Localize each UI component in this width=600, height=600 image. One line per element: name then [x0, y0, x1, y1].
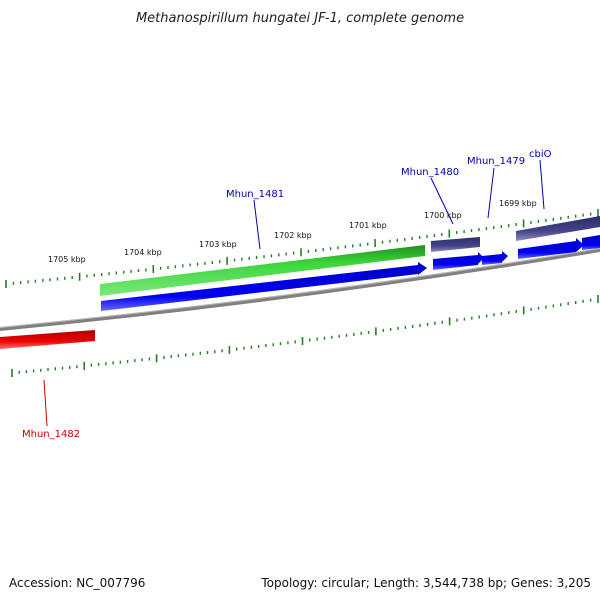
gene-label-mhun-1481[interactable]: Mhun_1481: [226, 189, 284, 200]
gene-feature-cbio[interactable]: [516, 216, 600, 241]
callout-line-cbio: [539, 159, 545, 210]
tick-label-1701: 1701 kbp: [349, 221, 387, 230]
tick-label-1705: 1705 kbp: [48, 255, 86, 264]
tick-label-1699: 1699 kbp: [499, 199, 537, 208]
callout-line-mhun-1482: [43, 379, 48, 427]
callout-line-mhun-1479: [487, 167, 495, 219]
cds-arrow-mhun-1481[interactable]: [101, 262, 427, 311]
gene-callout-lines: [43, 159, 545, 427]
cds-arrow-cbio[interactable]: [518, 238, 584, 259]
tick-labels: 1705 kbp 1704 kbp 1703 kbp 1702 kbp 1701…: [48, 199, 537, 264]
tick-label-1704: 1704 kbp: [124, 248, 162, 257]
inner-tick-ring: [11, 295, 599, 377]
genome-backbone: [0, 248, 600, 331]
callout-line-mhun-1481: [253, 199, 261, 250]
topology-text: Topology: circular; Length: 3,544,738 bp…: [261, 576, 591, 590]
gene-label-mhun-1482[interactable]: Mhun_1482: [22, 429, 80, 440]
cds-arrow-mhun-1480[interactable]: [433, 252, 484, 270]
cds-arrow-mhun-1479[interactable]: [482, 251, 508, 265]
gene-feature-green[interactable]: [100, 245, 425, 296]
gene-feature-mhun-1480[interactable]: [431, 237, 480, 252]
outer-tick-ring: [5, 209, 599, 288]
gene-label-mhun-1480[interactable]: Mhun_1480: [401, 167, 459, 178]
cds-arrow-partial[interactable]: [582, 235, 600, 250]
gene-feature-mhun-1482[interactable]: [0, 330, 95, 349]
gene-label-mhun-1479[interactable]: Mhun_1479: [467, 156, 525, 167]
tick-label-1703: 1703 kbp: [199, 240, 237, 249]
accession-text: Accession: NC_007796: [9, 576, 146, 590]
gene-label-cbio[interactable]: cbiO: [529, 149, 552, 160]
backbone-highlight: [0, 248, 600, 328]
tick-label-1700: 1700 kbp: [424, 211, 462, 220]
callout-line-mhun-1480: [430, 177, 454, 225]
diagram-title: Methanospirillum hungatei JF-1, complete…: [136, 11, 464, 26]
tick-label-1702: 1702 kbp: [274, 231, 312, 240]
